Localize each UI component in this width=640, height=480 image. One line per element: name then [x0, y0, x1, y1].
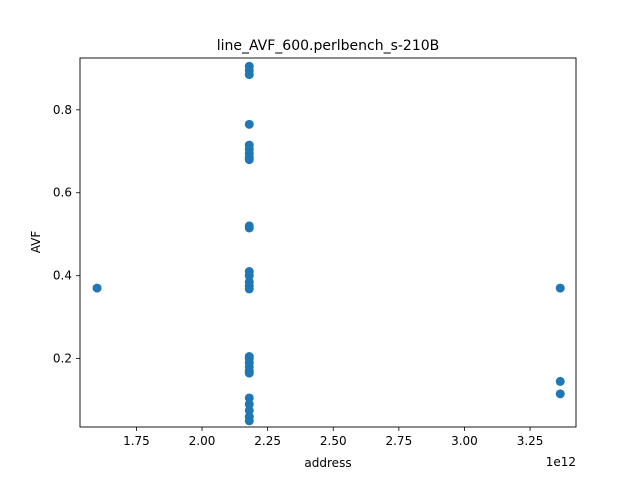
- plot-frame: [79, 57, 577, 428]
- scatter-point: [555, 389, 565, 399]
- chart-title: line_AVF_600.perlbench_s-210B: [217, 38, 440, 54]
- scatter-point: [92, 283, 102, 293]
- x-axis-offset-label: 1e12: [546, 455, 576, 469]
- scatter-point: [244, 284, 254, 294]
- scatter-point: [244, 416, 254, 426]
- y-tick-label: 0.4: [53, 269, 72, 283]
- scatter-point: [244, 405, 254, 415]
- x-tick-label: 3.25: [517, 434, 544, 448]
- points-layer: [92, 61, 565, 426]
- x-tick-label: 2.50: [320, 434, 347, 448]
- scatter-point: [555, 376, 565, 386]
- y-tick-label: 0.8: [53, 103, 72, 117]
- x-axis: 1.75 2.00 2.25 2.50 2.75 3.00 3.25: [123, 427, 543, 448]
- y-tick-label: 0.2: [53, 352, 72, 366]
- x-tick-label: 3.00: [451, 434, 478, 448]
- x-tick-label: 2.75: [385, 434, 412, 448]
- scatter-point: [244, 368, 254, 378]
- scatter-point: [244, 223, 254, 233]
- x-tick-label: 1.75: [123, 434, 150, 448]
- scatter-point: [244, 271, 254, 281]
- scatter-point: [244, 155, 254, 165]
- scatter-point: [244, 70, 254, 80]
- y-axis: 0.2 0.4 0.6 0.8: [53, 103, 80, 366]
- x-tick-label: 2.25: [254, 434, 281, 448]
- scatter-point: [555, 283, 565, 293]
- x-tick-label: 2.00: [189, 434, 216, 448]
- y-axis-label: AVF: [29, 231, 43, 254]
- scatter-point: [244, 399, 254, 409]
- y-tick-label: 0.6: [53, 186, 72, 200]
- scatter-point: [244, 393, 254, 403]
- x-axis-label: address: [304, 456, 351, 470]
- scatter-point: [244, 119, 254, 129]
